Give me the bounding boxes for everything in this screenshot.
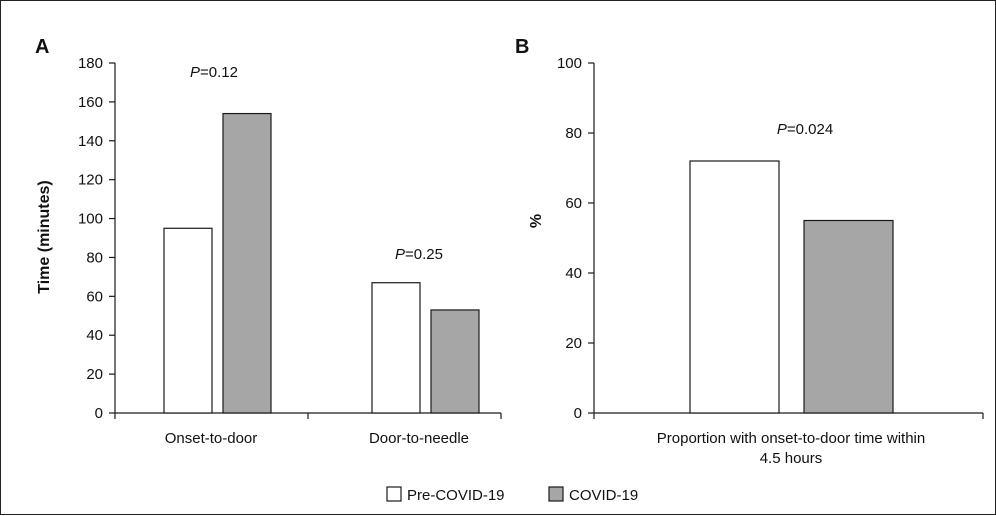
panel-b-y-tick-label: 100 [557, 55, 582, 72]
panel-a-y-tick-label: 40 [86, 327, 103, 344]
panel-a-y-tick-label: 0 [95, 405, 103, 422]
panel-a-bar-covid-door-to-needle [430, 309, 480, 414]
panel-a-bars [163, 112, 480, 414]
panel-a-y-tick-label: 60 [86, 288, 103, 305]
panel-b-x-category-label: Proportion with onset-to-door time withi… [657, 430, 925, 447]
panel-a-p-value-annotation: P=0.12 [190, 64, 238, 81]
panel-a-labels: Onset-to-door Door-to-needle P=0.12 P=0.25 [165, 64, 469, 447]
panel-a-bar-pre-covid-onset-to-door [163, 227, 213, 414]
panel-b-letter: B [515, 36, 529, 58]
legend-swatch-covid [548, 486, 564, 502]
panel-b-y-tick-label: 20 [565, 335, 582, 352]
panel-a-y-tick-label: 20 [86, 366, 103, 383]
panel-a-y-tick-label: 140 [78, 133, 103, 150]
panel-a-y-tick-label: 100 [78, 211, 103, 228]
panel-a-axes: 0 20 40 60 80 100 120 140 160 180 [78, 55, 502, 422]
panel-a-y-tick-label: 120 [78, 172, 103, 189]
panel-a-x-category-label: Door-to-needle [369, 430, 469, 447]
legend: Pre-COVID-19 COVID-19 [386, 486, 638, 504]
panel-a-letter: A [35, 36, 49, 58]
panel-b-y-tick-label: 0 [574, 405, 582, 422]
panel-a-y-axis-label: Time (minutes) [36, 180, 53, 294]
panel-a-x-category-label: Onset-to-door [165, 430, 258, 447]
panel-b-y-tick-label: 80 [565, 125, 582, 142]
panel-a-p-value-annotation: P=0.25 [395, 246, 443, 263]
panel-b-axes: 0 20 40 60 80 100 [557, 55, 984, 422]
panel-b-p-value-annotation: P=0.024 [777, 121, 833, 138]
panel-b-labels: Proportion with onset-to-door time withi… [657, 121, 925, 467]
legend-swatch-pre-covid [386, 486, 402, 502]
panel-a-y-tick-label: 160 [78, 94, 103, 111]
panel-a-y-tick-label: 180 [78, 55, 103, 72]
panel-a-bar-covid-onset-to-door [222, 112, 272, 414]
panel-b-y-tick-label: 60 [565, 195, 582, 212]
panel-b-x-category-label: 4.5 hours [760, 450, 823, 467]
panel-a-bar-pre-covid-door-to-needle [371, 282, 421, 414]
panel-b-y-tick-label: 40 [565, 265, 582, 282]
panel-b-bar-pre-covid [689, 160, 780, 414]
panel-b: B % 0 20 40 60 80 100 Proportion with onset-t… [515, 36, 984, 467]
panel-b-y-axis-label: % [528, 214, 545, 228]
panel-b-bar-covid [803, 219, 894, 414]
panel-a: A Time (minutes) 0 20 40 60 80 100 120 140 160 18… [35, 36, 502, 447]
panel-a-y-tick-label: 80 [86, 249, 103, 266]
legend-label-covid: COVID-19 [569, 487, 638, 504]
panel-b-bars [689, 160, 894, 414]
legend-label-pre-covid: Pre-COVID-19 [407, 487, 505, 504]
